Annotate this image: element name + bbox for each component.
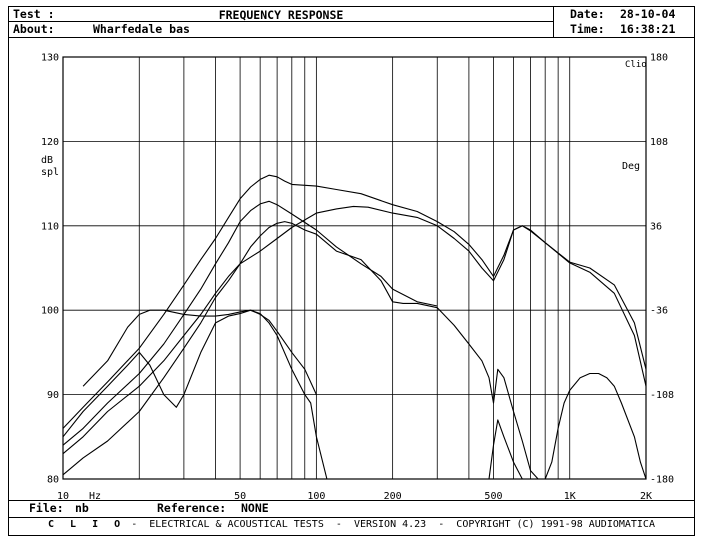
y-tick-label: 110 xyxy=(41,221,59,232)
series-line-6 xyxy=(82,309,317,395)
clio-window: Test : FREQUENCY RESPONSE About: Wharfed… xyxy=(8,6,695,536)
series-line-7 xyxy=(544,372,647,480)
series-group xyxy=(62,174,647,480)
x-tick-label: 50 xyxy=(234,491,246,500)
series-line-2 xyxy=(62,200,438,446)
grid xyxy=(62,56,647,480)
y-axis-label-spl: spl xyxy=(41,167,59,178)
time-label: Time: xyxy=(570,22,605,36)
y-tick-label: 130 xyxy=(41,53,59,64)
y-tick-label: 80 xyxy=(47,475,59,486)
credits-text: - ELECTRICAL & ACOUSTICAL TESTS - VERSIO… xyxy=(125,519,655,530)
clio-brand: C L I O xyxy=(48,519,126,530)
test-label: Test : xyxy=(13,7,55,21)
y2-tick-label: 180 xyxy=(650,53,668,64)
y2-tick-label: -180 xyxy=(650,475,674,486)
file-label: File: xyxy=(29,501,64,515)
date-label: Date: xyxy=(570,7,605,21)
y-tick-label: 100 xyxy=(41,306,59,317)
series-line-4 xyxy=(62,205,647,455)
series-line-5 xyxy=(62,309,328,480)
series-line-1 xyxy=(62,174,647,429)
header-left-panel: Test : FREQUENCY RESPONSE About: Wharfed… xyxy=(9,7,554,37)
credits-line: C L I O - ELECTRICAL & ACOUSTICAL TESTS … xyxy=(9,518,694,532)
x-tick-label: 200 xyxy=(384,491,402,500)
y-axis-label-db: dB xyxy=(41,155,53,166)
y-tick-label: 90 xyxy=(47,390,59,401)
x-tick-label: 100 xyxy=(307,491,325,500)
x-tick-label: 10 xyxy=(57,491,69,500)
x-tick-label: 2K xyxy=(640,491,652,500)
y2-tick-label: -108 xyxy=(650,390,674,401)
footer-bar: File: nb Reference: NONE xyxy=(9,500,694,518)
y2-tick-label: 36 xyxy=(650,221,662,232)
x-tick-label: 500 xyxy=(484,491,502,500)
about-value: Wharfedale bas xyxy=(93,22,190,36)
x-axis-unit: Hz xyxy=(89,491,101,500)
reference-value: NONE xyxy=(241,501,269,515)
y-tick-label: 120 xyxy=(41,137,59,148)
tick-labels: 80 90 100 110 120 130 -180 -108 -36 36 108 180 10 50 1… xyxy=(41,53,674,501)
corner-label: Clio xyxy=(625,60,647,70)
frequency-response-chart: 80 90 100 110 120 130 -180 -108 -36 36 108 180 10 50 1… xyxy=(41,53,674,501)
y2-axis-label: Deg xyxy=(622,161,640,172)
about-label: About: xyxy=(13,22,55,36)
reference-label: Reference: xyxy=(157,501,227,515)
plot-border xyxy=(62,56,647,480)
date-value: 28-10-04 xyxy=(620,7,676,21)
header-bar: Test : FREQUENCY RESPONSE About: Wharfed… xyxy=(9,7,694,38)
header-divider xyxy=(9,21,553,22)
chart-title: FREQUENCY RESPONSE xyxy=(218,8,344,22)
series-line-8 xyxy=(488,419,523,480)
series-line-3 xyxy=(62,221,539,480)
y2-tick-label: -36 xyxy=(650,306,668,317)
y2-tick-label: 108 xyxy=(650,137,668,148)
x-tick-label: 1K xyxy=(564,491,576,500)
time-value: 16:38:21 xyxy=(620,22,676,36)
file-value: nb xyxy=(75,501,89,515)
